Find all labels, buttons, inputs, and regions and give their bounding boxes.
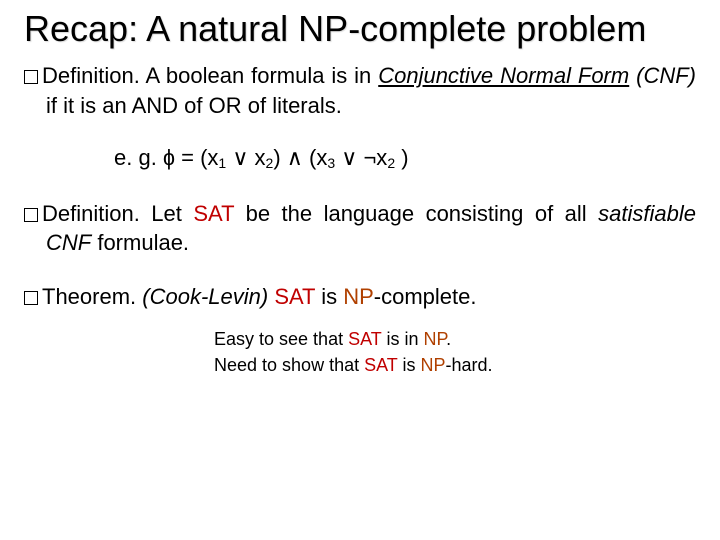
text: Let	[140, 201, 194, 226]
slide-title: Recap: A natural NP-complete problem	[24, 8, 696, 49]
note-line: Need to show that SAT is NP-hard.	[214, 352, 696, 378]
definition-cnf: Definition. A boolean formula is in Conj…	[24, 61, 696, 120]
np-term: NP	[423, 329, 446, 349]
text: -complete.	[374, 284, 477, 309]
text: formulae.	[91, 230, 189, 255]
sat-term: SAT	[348, 329, 381, 349]
satisfiable-term: satisfiable	[598, 201, 696, 226]
text: be the language consisting of all	[234, 201, 598, 226]
sat-term: SAT	[274, 284, 315, 309]
text: Easy to see that	[214, 329, 348, 349]
text: if it is an AND of OR of literals.	[46, 93, 342, 118]
formula-part: ∨ x	[226, 145, 265, 170]
np-term: NP	[420, 355, 445, 375]
text: is in	[381, 329, 423, 349]
np-term: NP	[343, 284, 374, 309]
bullet-icon	[24, 208, 38, 222]
text: -hard.	[445, 355, 492, 375]
note-line: Easy to see that SAT is in NP.	[214, 326, 696, 352]
formula-part: )	[395, 145, 408, 170]
slide: Recap: A natural NP-complete problem Def…	[0, 0, 720, 378]
text: is	[315, 284, 343, 309]
cnf-term: CNF	[46, 230, 91, 255]
sat-term: SAT	[193, 201, 234, 226]
proof-notes: Easy to see that SAT is in NP. Need to s…	[24, 326, 696, 378]
cook-levin: (Cook-Levin)	[136, 284, 268, 309]
formula-part: ∨ ¬x	[335, 145, 387, 170]
def-label: Definition.	[42, 63, 140, 88]
text: .	[446, 329, 451, 349]
text: is	[397, 355, 420, 375]
cnf-term: Conjunctive Normal Form	[378, 63, 629, 88]
subscript: 3	[327, 155, 335, 171]
def-label: Definition.	[42, 201, 140, 226]
sat-term: SAT	[364, 355, 397, 375]
thm-label: Theorem.	[42, 284, 136, 309]
subscript: 2	[387, 155, 395, 171]
definition-sat: Definition. Let SAT be the language cons…	[24, 199, 696, 258]
cnf-abbr: (CNF)	[636, 63, 696, 88]
formula-part: e. g. ɸ = (x	[114, 145, 218, 170]
text: A boolean formula is in	[140, 63, 378, 88]
formula-part: ) ∧ (x	[273, 145, 327, 170]
theorem-cook-levin: Theorem. (Cook-Levin) SAT is NP-complete…	[24, 282, 696, 312]
text: Need to show that	[214, 355, 364, 375]
bullet-icon	[24, 70, 38, 84]
formula-example: e. g. ɸ = (x1 ∨ x2) ∧ (x3 ∨ ¬x2 )	[24, 145, 696, 171]
bullet-icon	[24, 291, 38, 305]
